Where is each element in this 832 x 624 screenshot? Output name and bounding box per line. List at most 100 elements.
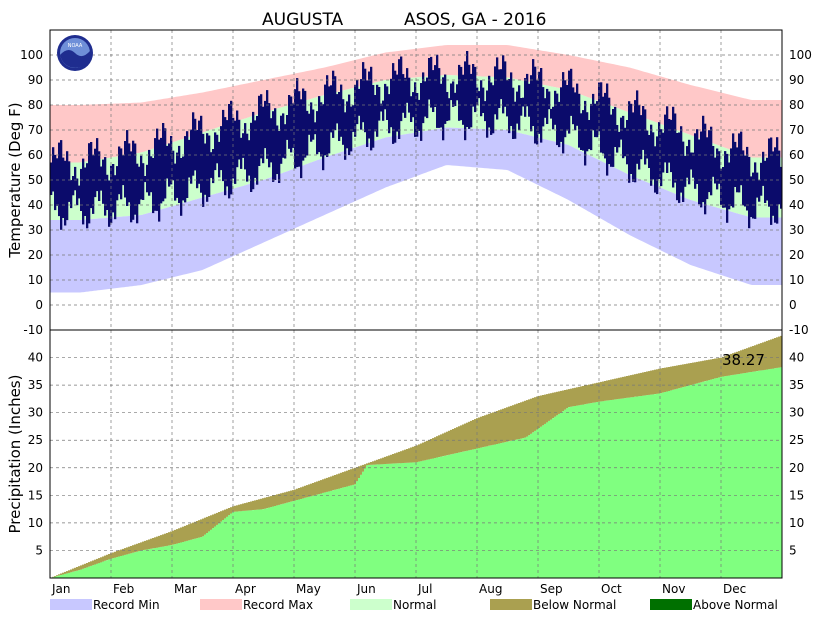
below-normal-bar [212,515,214,529]
observed-precip-bar [766,370,768,579]
below-normal-bar [522,402,524,439]
observed-precip-bar [574,406,576,578]
observed-precip-bar [178,543,180,578]
legend-swatch [50,599,92,610]
chart-title-network: ASOS, GA - 2016 [404,10,546,30]
below-normal-bar [416,445,418,462]
observed-temp-bar [174,164,176,201]
observed-temp-bar [316,111,318,154]
observed-precip-bar [630,397,632,578]
below-normal-bar [688,363,690,385]
observed-precip-bar [324,492,326,578]
observed-temp-bar [544,98,546,118]
observed-temp-bar [624,128,626,157]
chart-title-station: AUGUSTA [262,10,344,30]
observed-precip-bar [398,463,400,578]
observed-temp-bar [196,130,198,188]
observed-temp-bar [764,161,766,203]
observed-temp-bar [306,111,308,156]
observed-temp-bar [334,76,336,130]
observed-temp-bar [164,128,166,198]
observed-temp-bar [402,74,404,113]
observed-precip-bar [712,379,714,578]
temp-tick-left: 90 [28,73,43,87]
observed-precip-bar [570,407,572,578]
observed-temp-bar [514,102,516,139]
observed-precip-bar [526,437,528,578]
observed-temp-bar [344,112,346,160]
below-normal-bar [104,556,106,561]
below-normal-bar [508,407,510,442]
below-normal-bar [262,498,264,509]
observed-temp-bar [108,181,110,227]
observed-precip-bar [226,517,228,578]
observed-temp-bar [342,99,344,145]
observed-precip-bar [502,443,504,578]
observed-precip-bar [726,376,728,578]
observed-temp-bar [468,65,470,129]
observed-precip-bar [510,441,512,578]
below-normal-bar [534,397,536,431]
observed-temp-bar [252,112,254,189]
below-normal-bar [220,511,222,521]
legend-label: Normal [393,598,436,612]
precip-tick-right: 25 [789,433,804,447]
observed-precip-bar [128,554,130,578]
observed-precip-bar [760,370,762,578]
observed-precip-bar [722,377,724,579]
observed-precip-bar [296,500,298,578]
observed-precip-bar [216,525,218,578]
observed-precip-bar [756,371,758,578]
observed-precip-bar [746,373,748,578]
observed-temp-bar [480,80,482,116]
observed-precip-bar [770,369,772,578]
below-normal-bar [462,425,464,452]
observed-precip-bar [364,469,366,579]
observed-temp-bar [516,92,518,124]
observed-temp-bar [510,72,512,126]
observed-precip-bar [84,568,86,578]
observed-precip-bar [626,398,628,578]
observed-temp-bar [312,110,314,140]
observed-temp-bar [212,149,214,183]
observed-precip-bar [256,510,258,578]
below-normal-bar [282,493,284,504]
precip-tick-left: 15 [28,488,43,502]
observed-precip-bar [298,500,300,579]
below-normal-bar [638,373,640,396]
observed-temp-bar [218,142,220,177]
below-normal-bar [568,389,570,407]
observed-temp-bar [302,89,304,161]
below-normal-bar [428,440,430,460]
below-normal-bar [242,504,244,511]
observed-temp-bar [132,141,134,220]
observed-temp-bar [176,153,178,198]
temp-tick-left: 10 [28,273,43,287]
below-normal-bar [238,505,240,512]
temp-tick-left: 40 [28,198,43,212]
observed-precip-bar [346,487,348,579]
observed-temp-bar [548,92,550,110]
below-normal-bar [264,498,266,509]
observed-temp-bar [194,119,196,171]
observed-precip-bar [520,439,522,578]
observed-temp-bar [760,163,762,196]
observed-precip-bar [72,572,74,578]
below-normal-bar [120,550,122,556]
below-normal-bar [228,508,230,515]
observed-precip-bar [584,404,586,578]
below-normal-bar [368,463,370,465]
observed-precip-bar [112,558,114,578]
observed-temp-bar [256,116,258,185]
below-normal-bar [472,420,474,449]
observed-precip-bar [386,464,388,578]
below-normal-bar [134,545,136,553]
observed-precip-bar [234,512,236,578]
below-normal-bar [102,557,104,562]
observed-temp-bar [250,123,252,192]
observed-precip-bar [692,384,694,578]
month-tick-label: May [296,582,321,596]
below-normal-bar [338,474,340,489]
observed-temp-bar [424,81,426,116]
observed-temp-bar [366,80,368,147]
